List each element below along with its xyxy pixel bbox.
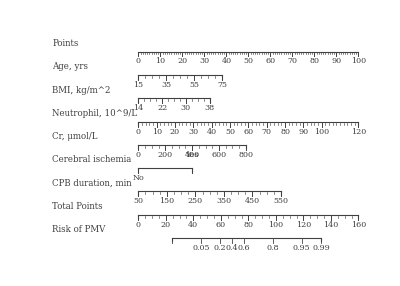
Text: 38: 38: [204, 104, 215, 112]
Text: 10: 10: [152, 128, 162, 136]
Text: 800: 800: [238, 151, 254, 159]
Text: 160: 160: [351, 221, 366, 229]
Text: Age, yrs: Age, yrs: [52, 62, 88, 71]
Text: 120: 120: [296, 221, 311, 229]
Text: 80: 80: [243, 221, 254, 229]
Text: 90: 90: [331, 57, 342, 65]
Text: 80: 80: [280, 128, 290, 136]
Text: 0.4: 0.4: [226, 244, 238, 252]
Text: 100: 100: [351, 57, 366, 65]
Text: 20: 20: [161, 221, 171, 229]
Text: BMI, kg/m^2: BMI, kg/m^2: [52, 86, 111, 95]
Text: Points: Points: [52, 39, 79, 48]
Text: 0.99: 0.99: [312, 244, 330, 252]
Text: 60: 60: [216, 221, 226, 229]
Text: Cr, μmol/L: Cr, μmol/L: [52, 132, 98, 141]
Text: 0: 0: [136, 128, 141, 136]
Text: Cerebral ischemia: Cerebral ischemia: [52, 155, 132, 164]
Text: 400: 400: [184, 151, 200, 159]
Text: 22: 22: [157, 104, 167, 112]
Text: 0.05: 0.05: [192, 244, 210, 252]
Text: 100: 100: [268, 221, 284, 229]
Text: 0.6: 0.6: [238, 244, 250, 252]
Text: 140: 140: [323, 221, 338, 229]
Text: CPB duration, min: CPB duration, min: [52, 178, 132, 188]
Text: 50: 50: [133, 197, 143, 205]
Text: Yes: Yes: [185, 151, 199, 159]
Text: 70: 70: [262, 128, 272, 136]
Text: 70: 70: [288, 57, 298, 65]
Text: 20: 20: [177, 57, 188, 65]
Text: 55: 55: [189, 81, 199, 89]
Text: 450: 450: [245, 197, 260, 205]
Text: 0: 0: [136, 221, 141, 229]
Text: 80: 80: [310, 57, 320, 65]
Text: 60: 60: [243, 128, 254, 136]
Text: 0.2: 0.2: [213, 244, 226, 252]
Text: 75: 75: [217, 81, 227, 89]
Text: 60: 60: [265, 57, 276, 65]
Text: Total Points: Total Points: [52, 202, 103, 211]
Text: 550: 550: [274, 197, 288, 205]
Text: 90: 90: [298, 128, 308, 136]
Text: 20: 20: [170, 128, 180, 136]
Text: 0: 0: [136, 151, 141, 159]
Text: 35: 35: [161, 81, 171, 89]
Text: No: No: [132, 174, 144, 182]
Text: 50: 50: [225, 128, 235, 136]
Text: 40: 40: [207, 128, 217, 136]
Text: 30: 30: [199, 57, 210, 65]
Text: 350: 350: [216, 197, 232, 205]
Text: 14: 14: [133, 104, 144, 112]
Text: 30: 30: [188, 128, 198, 136]
Text: 0: 0: [136, 57, 141, 65]
Text: 50: 50: [243, 57, 254, 65]
Text: 250: 250: [188, 197, 203, 205]
Text: 100: 100: [314, 128, 329, 136]
Text: 150: 150: [159, 197, 174, 205]
Text: 15: 15: [133, 81, 144, 89]
Text: Neutrophil, 10^9/L: Neutrophil, 10^9/L: [52, 109, 138, 118]
Text: Risk of PMV: Risk of PMV: [52, 225, 106, 234]
Text: 10: 10: [155, 57, 166, 65]
Text: 30: 30: [181, 104, 191, 112]
Text: 0.95: 0.95: [293, 244, 310, 252]
Text: 600: 600: [212, 151, 226, 159]
Text: 0.8: 0.8: [266, 244, 279, 252]
Text: 40: 40: [188, 221, 198, 229]
Text: 120: 120: [351, 128, 366, 136]
Text: 200: 200: [158, 151, 173, 159]
Text: 40: 40: [221, 57, 232, 65]
